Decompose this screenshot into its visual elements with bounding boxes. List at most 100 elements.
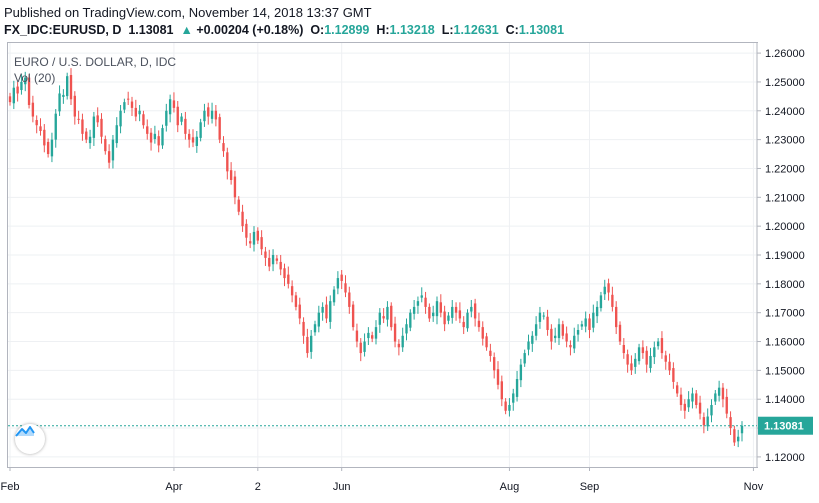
candle-body xyxy=(12,87,15,104)
candle-body xyxy=(542,315,545,317)
candle-body xyxy=(584,318,587,327)
price-tick-label: 1.20000 xyxy=(765,221,805,233)
candle-body xyxy=(428,306,431,319)
candle-body xyxy=(85,131,88,140)
candle-body xyxy=(16,86,19,94)
candle-body xyxy=(237,199,240,212)
candle-body xyxy=(447,315,450,321)
candle-body xyxy=(573,335,576,349)
price-tick-label: 1.25000 xyxy=(765,77,805,89)
candle-body xyxy=(550,328,553,342)
candle-body xyxy=(96,115,99,123)
candle-body xyxy=(157,136,160,146)
candle-body xyxy=(454,306,458,313)
candle-body xyxy=(493,357,496,371)
candle-body xyxy=(340,274,343,281)
candle-body xyxy=(435,301,439,317)
candle-body xyxy=(733,429,736,443)
candle-body xyxy=(310,335,313,352)
candle-body xyxy=(630,363,633,371)
candle-body xyxy=(176,106,179,126)
last-price-value: 1.13081 xyxy=(128,23,174,37)
candle-body xyxy=(54,113,57,140)
candle-body xyxy=(302,321,305,336)
candle-body xyxy=(294,295,298,307)
candle-body xyxy=(35,120,38,126)
candle-body xyxy=(348,292,351,307)
chart-frame xyxy=(7,42,758,468)
candle-body xyxy=(20,81,23,91)
price-tick-label: 1.23000 xyxy=(765,135,805,147)
candle-body xyxy=(527,341,530,350)
candle-body xyxy=(473,303,477,319)
candle-body xyxy=(668,361,671,371)
candle-body xyxy=(576,329,580,335)
candle-body xyxy=(737,436,740,442)
candle-body xyxy=(676,385,679,394)
price-axis: 1.26000 1.25000 1.24000 1.23000 1.22000 1.210… xyxy=(756,43,805,468)
candle-body xyxy=(592,312,595,328)
candle-body xyxy=(287,274,290,284)
candle-body xyxy=(119,110,122,127)
candle-body xyxy=(24,77,27,85)
last-price-badge-label: 1.13081 xyxy=(764,421,804,433)
candle-body xyxy=(332,289,336,303)
candle-body xyxy=(683,403,686,411)
candle-body xyxy=(39,126,42,131)
candle-body xyxy=(432,312,435,317)
candle-body xyxy=(618,324,622,342)
candle-body xyxy=(123,102,126,110)
candle-body xyxy=(8,96,12,103)
candle-body xyxy=(344,283,347,293)
candle-body xyxy=(439,302,442,313)
candle-body xyxy=(622,344,625,354)
candle-body xyxy=(451,306,454,318)
price-tick-label: 1.17000 xyxy=(765,308,805,320)
price-tick-label: 1.14000 xyxy=(765,394,805,406)
candle-body xyxy=(264,251,267,258)
candle-body xyxy=(279,261,282,270)
candle-body xyxy=(664,355,667,362)
candle-body xyxy=(226,152,229,172)
candle-body xyxy=(363,341,366,352)
volume-legend: Vol (20) xyxy=(14,71,55,85)
candle-body xyxy=(672,368,675,382)
candle-body xyxy=(245,223,248,238)
candle-body xyxy=(241,211,244,227)
candle-body xyxy=(165,110,168,126)
candle-body xyxy=(695,393,698,405)
candle-body xyxy=(615,306,618,328)
candle-body xyxy=(397,343,401,348)
candle-body xyxy=(271,255,275,265)
candle-body xyxy=(260,237,263,250)
candle-body xyxy=(275,258,279,261)
high-value: 1.13218 xyxy=(389,23,435,37)
candle-body xyxy=(313,324,317,333)
candle-body xyxy=(599,295,603,309)
candle-body xyxy=(336,278,340,289)
candles xyxy=(8,68,744,448)
tradingview-logo-icon xyxy=(15,424,45,454)
candle-body xyxy=(62,94,65,97)
candle-body xyxy=(153,133,157,140)
candle-body xyxy=(229,170,233,181)
candle-body xyxy=(115,125,118,144)
open-label: O: xyxy=(310,23,325,37)
candle-body xyxy=(371,335,374,339)
candle-body xyxy=(554,335,557,339)
candle-body xyxy=(27,77,31,106)
candle-body xyxy=(607,283,610,293)
candle-body xyxy=(73,95,76,117)
candle-body xyxy=(706,416,709,427)
candle-body xyxy=(367,332,370,339)
candle-body xyxy=(466,312,469,329)
candle-body xyxy=(130,101,134,108)
candle-body xyxy=(77,118,80,120)
candle-body xyxy=(142,114,145,126)
candle-body xyxy=(470,306,473,312)
candle-body xyxy=(645,350,648,365)
candle-body xyxy=(393,323,397,342)
candle-body xyxy=(138,110,141,115)
candle-body xyxy=(611,294,614,307)
